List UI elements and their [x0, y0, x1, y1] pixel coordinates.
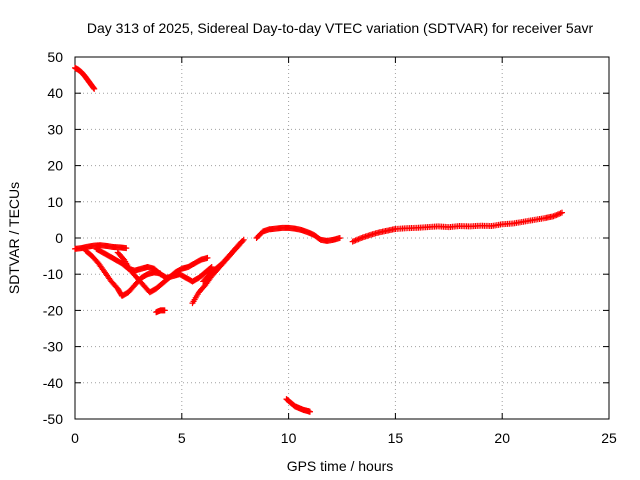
- y-tick-label: 20: [47, 158, 63, 174]
- y-tick-label: -20: [43, 302, 63, 318]
- y-tick-label: -40: [43, 375, 63, 391]
- y-tick-label: 50: [47, 49, 63, 65]
- x-tick-label: 10: [281, 430, 297, 446]
- data-point: [91, 85, 98, 92]
- data-point: [238, 238, 245, 245]
- series-low-dip: [283, 396, 313, 415]
- series-early-high: [72, 64, 98, 92]
- series-band-d: [114, 249, 211, 296]
- series-band-a: [72, 242, 130, 252]
- x-tick-label: 15: [388, 430, 404, 446]
- data-point: [336, 235, 343, 241]
- tick-layer: 0 5 10 15 20 25 -50 -40 -30 -20 -10 0 10 20 30 40 50: [43, 49, 617, 446]
- data-point: [120, 255, 127, 262]
- data-point: [204, 254, 211, 261]
- data-point: [208, 263, 215, 270]
- y-tick-label: -30: [43, 339, 63, 355]
- series-mid-band: [253, 224, 343, 244]
- x-tick-label: 0: [71, 430, 79, 446]
- data-point: [306, 408, 313, 415]
- point-layer: [72, 64, 566, 415]
- x-tick-label: 20: [494, 430, 510, 446]
- data-point: [237, 239, 244, 246]
- series-late-band: [349, 209, 566, 245]
- series-cluster-low: [153, 307, 168, 316]
- y-tick-label: 10: [47, 194, 63, 210]
- y-tick-label: 0: [55, 230, 63, 246]
- y-axis-label: SDTVAR / TECUs: [6, 182, 22, 294]
- x-tick-label: 5: [178, 430, 186, 446]
- y-tick-label: -50: [43, 411, 63, 427]
- series-band-f: [200, 238, 245, 285]
- data-point: [207, 264, 214, 271]
- data-point: [559, 209, 566, 216]
- x-axis-label: GPS time / hours: [287, 458, 394, 474]
- data-point: [161, 307, 168, 314]
- x-tick-label: 25: [601, 430, 617, 446]
- y-tick-label: 40: [47, 85, 63, 101]
- chart-title: Day 313 of 2025, Sidereal Day-to-day VTE…: [87, 20, 594, 36]
- y-tick-label: -10: [43, 266, 63, 282]
- data-point: [123, 245, 130, 252]
- y-tick-label: 30: [47, 121, 63, 137]
